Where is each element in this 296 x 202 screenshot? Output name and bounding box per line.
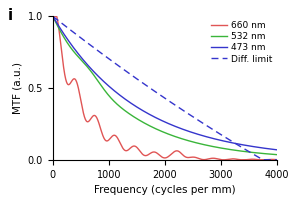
Text: i: i — [8, 8, 13, 23]
660 nm — [145, 154, 149, 157]
Diff. limit — [157, 93, 161, 96]
660 nm — [147, 153, 150, 156]
532 nm — [51, 15, 54, 18]
Line: 660 nm: 660 nm — [53, 16, 277, 160]
Diff. limit — [51, 15, 54, 18]
473 nm — [157, 118, 161, 121]
Diff. limit — [275, 159, 279, 161]
532 nm — [275, 154, 279, 156]
X-axis label: Frequency (cycles per mm): Frequency (cycles per mm) — [94, 185, 236, 195]
Diff. limit — [268, 159, 272, 161]
Diff. limit — [147, 86, 150, 88]
532 nm — [214, 146, 217, 148]
Y-axis label: MTF (a.u.): MTF (a.u.) — [12, 62, 22, 114]
Diff. limit — [214, 130, 217, 133]
660 nm — [268, 158, 272, 161]
473 nm — [51, 15, 54, 18]
Legend: 660 nm, 532 nm, 473 nm, Diff. limit: 660 nm, 532 nm, 473 nm, Diff. limit — [209, 19, 274, 65]
473 nm — [257, 146, 260, 149]
660 nm — [51, 15, 54, 18]
660 nm — [221, 159, 224, 161]
Diff. limit — [257, 156, 260, 159]
532 nm — [257, 152, 260, 154]
532 nm — [145, 123, 149, 126]
660 nm — [214, 157, 217, 160]
Line: 532 nm: 532 nm — [53, 16, 277, 155]
473 nm — [145, 112, 149, 114]
Diff. limit — [145, 85, 149, 87]
532 nm — [157, 129, 161, 132]
660 nm — [275, 158, 279, 161]
660 nm — [257, 159, 260, 161]
473 nm — [275, 149, 279, 151]
Line: Diff. limit: Diff. limit — [53, 16, 277, 160]
Line: 473 nm: 473 nm — [53, 16, 277, 150]
532 nm — [147, 124, 150, 126]
660 nm — [157, 154, 161, 156]
473 nm — [268, 148, 272, 150]
473 nm — [147, 113, 150, 115]
Diff. limit — [261, 159, 265, 161]
473 nm — [214, 138, 217, 140]
532 nm — [268, 153, 272, 155]
